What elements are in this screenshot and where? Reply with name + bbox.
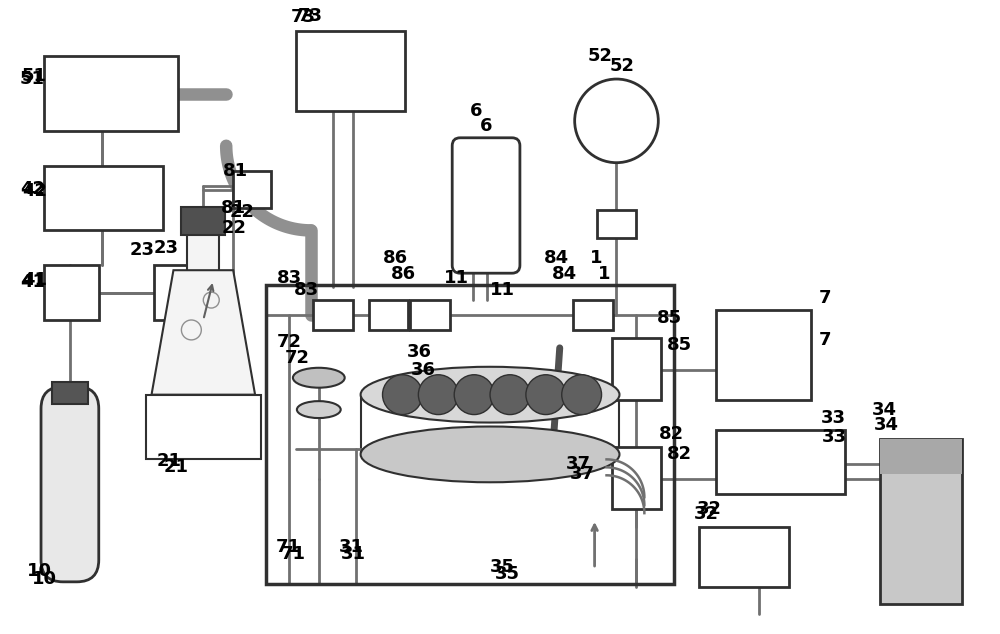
Text: 71: 71 (276, 538, 301, 556)
Text: 42: 42 (22, 181, 47, 200)
Text: 23: 23 (130, 242, 155, 259)
Text: 10: 10 (27, 562, 52, 580)
Text: 34: 34 (873, 415, 898, 434)
Text: 35: 35 (495, 565, 520, 583)
Bar (573, 300, 613, 330)
Text: 84: 84 (544, 249, 569, 268)
Text: 84: 84 (552, 265, 577, 283)
Text: 81: 81 (223, 162, 248, 179)
Text: 86: 86 (390, 265, 416, 283)
Text: 42: 42 (20, 179, 45, 198)
Bar (266, 285, 674, 584)
Text: 33: 33 (822, 429, 847, 446)
Text: 81: 81 (221, 200, 246, 217)
Text: 41: 41 (22, 271, 47, 289)
Ellipse shape (361, 367, 619, 422)
Text: 52: 52 (588, 47, 613, 65)
Text: 6: 6 (480, 117, 493, 135)
Ellipse shape (297, 401, 341, 418)
Bar (716, 310, 811, 399)
Text: 82: 82 (659, 425, 684, 444)
Bar (44, 265, 99, 320)
Text: 37: 37 (566, 455, 591, 474)
Text: 37: 37 (570, 465, 595, 483)
Text: 22: 22 (229, 204, 254, 221)
Ellipse shape (293, 368, 345, 387)
Bar (716, 429, 845, 495)
Bar (187, 230, 219, 272)
Circle shape (418, 375, 458, 415)
Text: 85: 85 (667, 336, 692, 354)
Text: 34: 34 (871, 401, 896, 418)
Circle shape (562, 375, 602, 415)
Text: 72: 72 (277, 333, 302, 351)
Text: 83: 83 (294, 281, 319, 299)
Text: 36: 36 (406, 343, 431, 361)
Circle shape (490, 375, 530, 415)
Text: 1: 1 (590, 249, 602, 268)
Text: 23: 23 (154, 239, 179, 257)
Bar (313, 300, 353, 330)
Bar (597, 210, 636, 238)
Text: 52: 52 (610, 57, 635, 75)
Bar (369, 300, 408, 330)
Text: 7: 7 (819, 289, 831, 307)
Text: 83: 83 (277, 269, 302, 287)
Text: 22: 22 (221, 219, 246, 237)
Text: 41: 41 (20, 273, 45, 291)
Bar (612, 448, 661, 509)
Text: 21: 21 (163, 458, 188, 476)
Bar (296, 31, 405, 111)
Text: 51: 51 (20, 70, 45, 88)
Text: 51: 51 (22, 67, 47, 85)
Text: 11: 11 (444, 269, 469, 287)
Text: 86: 86 (383, 249, 408, 268)
Bar (44, 165, 163, 230)
Bar (146, 394, 261, 460)
Bar (612, 338, 661, 399)
Bar (44, 56, 178, 131)
Text: 7: 7 (819, 331, 831, 349)
Text: 82: 82 (667, 446, 692, 463)
Ellipse shape (361, 427, 619, 482)
Text: 31: 31 (341, 545, 366, 563)
Text: 85: 85 (657, 309, 682, 327)
Text: 36: 36 (410, 361, 435, 378)
Bar (880, 439, 962, 474)
Bar (154, 265, 208, 320)
Bar (233, 171, 271, 209)
Bar (880, 439, 962, 604)
Text: 32: 32 (697, 500, 722, 518)
Circle shape (526, 375, 566, 415)
Bar (410, 300, 450, 330)
Text: 11: 11 (490, 281, 515, 299)
Text: 73: 73 (298, 8, 323, 25)
Bar (52, 382, 88, 404)
Text: 1: 1 (598, 265, 610, 283)
Text: 72: 72 (285, 349, 310, 367)
Text: 31: 31 (339, 538, 364, 556)
Text: 10: 10 (32, 570, 57, 588)
Polygon shape (152, 270, 255, 394)
Text: 71: 71 (281, 545, 306, 563)
Text: 73: 73 (291, 8, 316, 27)
FancyBboxPatch shape (452, 138, 520, 273)
Bar (181, 207, 225, 235)
Circle shape (454, 375, 494, 415)
FancyBboxPatch shape (41, 387, 99, 582)
Text: 33: 33 (821, 408, 846, 427)
Circle shape (383, 375, 422, 415)
Text: 35: 35 (490, 558, 515, 576)
Bar (699, 527, 789, 587)
Circle shape (575, 79, 658, 163)
Text: 21: 21 (157, 453, 182, 470)
Text: 32: 32 (694, 505, 719, 523)
Text: 6: 6 (470, 102, 483, 120)
